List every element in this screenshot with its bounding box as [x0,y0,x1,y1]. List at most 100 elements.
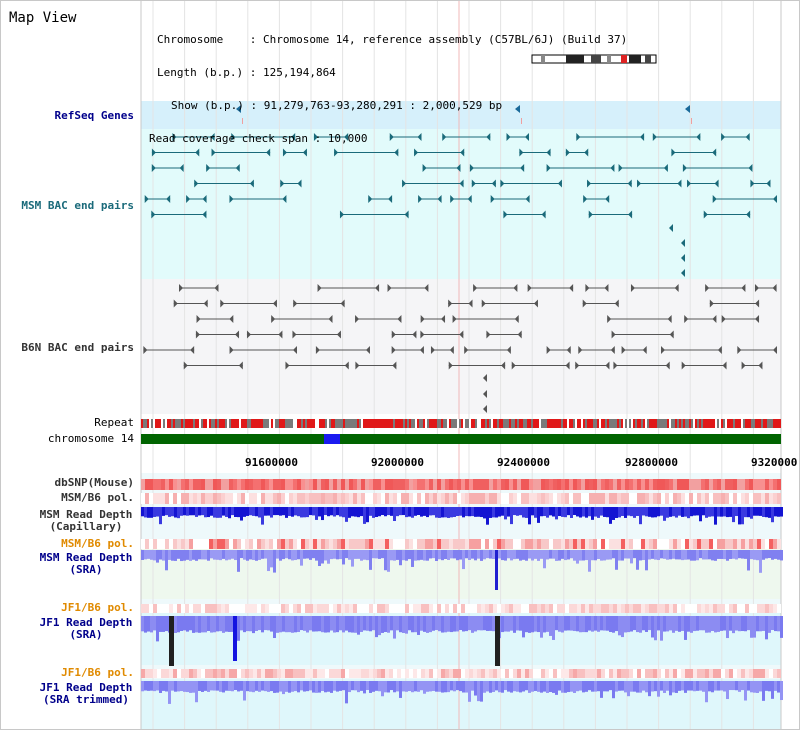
jf1-b6-pol-cell [561,604,565,613]
jf1-b6-pol-cell [477,604,481,613]
repeat-segment [211,419,213,428]
jf1-sra-depth-bar [660,616,663,641]
jf1-b6-pol-cell [357,604,361,613]
dbsnp-cell [557,479,561,490]
b6n-bac-end-icon [514,315,519,323]
b6n-bac-end-icon [607,315,612,323]
msm-b6-pol-label-1[interactable]: MSM/B6 pol. [61,491,134,504]
msm-sra-depth-bar [321,550,324,564]
repeat-segment [621,419,623,428]
msm-b6-pol-cell [449,493,453,504]
jf1-sra-depth-bar [294,616,297,633]
repeat-label[interactable]: Repeat [94,416,134,429]
msm-read-depth-capillary-label[interactable]: MSM Read Depth (Capillary) [31,509,141,533]
dbsnp-label[interactable]: dbSNP(Mouse) [54,476,134,489]
jf1-b6-pol-label-2[interactable]: JF1/B6 pol. [61,666,134,679]
jf1-read-depth-trimmed-label[interactable]: JF1 Read Depth (SRA trimmed) [31,682,141,706]
dbsnp-cell [241,479,245,490]
gene-marker-icon [515,105,520,113]
jf1-sra-depth-bar [576,616,579,632]
jf1-sra-depth-bar [705,616,708,633]
refseq-genes-label[interactable]: RefSeq Genes [54,109,134,122]
msm-cap-depth-bar [759,507,762,516]
jf1-read-depth-trimmed-line1: JF1 Read Depth [39,681,133,694]
msm-read-depth-sra-label[interactable]: MSM Read Depth (SRA) [31,552,141,576]
repeat-segment [257,419,259,428]
jf1-sra-depth-bar [531,616,534,633]
jf1-trim-depth-bar [198,681,201,691]
dbsnp-cell [189,479,193,490]
repeat-segment [389,419,391,428]
msm-sra-depth-bar [330,550,333,560]
msm-b6-pol-cell [297,493,301,504]
jf1-trim-depth-bar [387,681,390,693]
b6n-bac-end-icon [464,346,469,354]
msm-sra-depth-bar [597,550,600,560]
jf1-b6-pol-cell [221,669,225,678]
msm-b6-pol-cell [557,493,561,504]
jf1-b6-pol-cell [549,669,553,678]
repeat-segment [745,419,747,428]
msm-b6-pol-cell [237,493,241,504]
msm-bac-label[interactable]: MSM BAC end pairs [21,199,134,212]
msm-b6-pol-cell [481,539,485,549]
jf1-b6-pol-label-1[interactable]: JF1/B6 pol. [61,601,134,614]
msm-b6-pol-label-2[interactable]: MSM/B6 pol. [61,537,134,550]
jf1-b6-pol-cell [553,669,557,678]
msm-sra-depth-bar [339,550,342,560]
msm-sra-depth-bar [255,550,258,561]
msm-sra-depth-bar [561,550,564,559]
msm-sra-depth-bar [387,550,390,572]
repeat-segment [147,419,149,428]
repeat-segment [595,419,597,428]
jf1-trim-depth-bar [276,681,279,693]
msm-cap-depth-bar [174,507,177,518]
jf1-b6-pol-cell [437,669,441,678]
jf1-trim-depth-bar [303,681,306,692]
msm-sra-depth-bar [690,550,693,561]
jf1-b6-pol-cell [541,604,545,613]
msm-bac-end-icon [503,210,508,219]
repeat-segment [611,419,613,428]
jf1-trim-depth-bar [402,681,405,692]
b6n-bac-label[interactable]: B6N BAC end pairs [21,341,134,354]
b6n-bac-end-icon [173,299,178,308]
msm-sra-depth-bar [318,550,321,567]
ideogram-band [566,55,584,63]
jf1-read-depth-sra-label[interactable]: JF1 Read Depth (SRA) [31,617,141,641]
b6n-bac-end-icon [717,346,722,354]
msm-sra-depth-bar [201,550,204,560]
msm-b6-pol-cell [701,493,705,504]
msm-b6-pol-cell [673,539,677,549]
msm-bac-end-icon [151,164,156,172]
msm-b6-pol-cell [489,493,493,504]
msm-bac-end-icon [282,195,287,203]
axis-tick-label: 9320000 [751,456,798,469]
jf1-trim-depth-bar [465,681,468,693]
msm-bac-end-icon [467,195,472,203]
repeat-segment [671,419,673,428]
msm-b6-pol-cell [597,539,601,549]
jf1-b6-pol-cell [349,604,353,613]
repeat-segment [355,419,357,428]
msm-cap-depth-bar [459,507,462,516]
msm-cap-depth-bar [738,507,741,525]
jf1-sra-depth-bar [711,616,714,631]
b6n-bac-end-icon [424,284,429,292]
msm-bac-end-icon [442,133,447,141]
msm-sra-depth-bar [447,550,450,560]
msm-b6-pol-cell [593,493,597,504]
chromosome-track-label[interactable]: chromosome 14 [47,432,134,445]
msm-cap-depth-bar [573,507,576,516]
repeat-segment [669,419,671,428]
jf1-sra-depth-bar [774,616,777,632]
jf1-b6-pol-cell [185,604,189,613]
msm-cap-depth-bar [324,507,327,516]
msm-cap-depth-bar [453,507,456,517]
jf1-sra-depth-bar [252,616,255,634]
dbsnp-cell [693,479,697,490]
repeat-segment [477,419,479,428]
msm-cap-depth-bar [474,507,477,517]
jf1-sra-depth-bar [390,616,393,631]
